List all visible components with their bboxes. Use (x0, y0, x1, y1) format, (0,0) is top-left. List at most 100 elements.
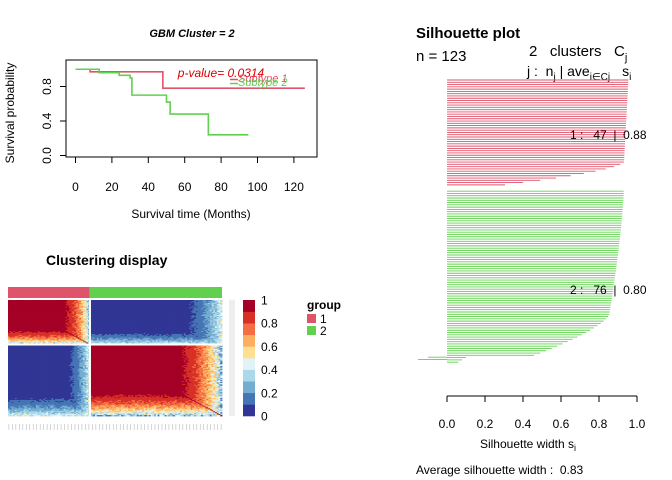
heatmap-cell (107, 304, 110, 307)
heatmap-cell (112, 300, 115, 303)
heatmap-cell (148, 300, 152, 302)
heatmap-cell (42, 300, 45, 303)
heatmap-cell (81, 300, 84, 302)
heatmap-cell (107, 300, 110, 303)
heatmap-cell (51, 303, 54, 306)
heatmap-cell (176, 302, 179, 305)
heatmap-cell (51, 300, 54, 302)
heatmap-cell (176, 301, 179, 304)
heatmap-cell (115, 300, 119, 302)
heatmap-cell (75, 300, 78, 302)
survival-x-tick-label: 100 (247, 180, 267, 194)
heatmap-cell (145, 302, 148, 305)
heatmap-cell (220, 301, 223, 304)
heatmap-cell (49, 300, 52, 302)
heatmap-cell (61, 300, 65, 303)
heatmap-cell (74, 302, 77, 305)
heatmap-cell (58, 301, 61, 304)
heatmap-cell (171, 303, 174, 306)
heatmap-cell (209, 300, 212, 303)
heatmap-cell (143, 302, 146, 305)
heatmap-cell (16, 303, 19, 306)
heatmap-cell (70, 300, 73, 303)
heatmap-cell (110, 304, 113, 307)
heatmap-cell (206, 302, 209, 305)
heatmap-cell (93, 301, 96, 304)
heatmap-cell (37, 300, 40, 302)
heatmap-cell (56, 303, 59, 306)
heatmap-cell (13, 302, 16, 305)
heatmap-cell (63, 300, 66, 302)
heatmap-cell (30, 300, 33, 303)
heatmap-cell (21, 302, 25, 305)
heatmap-cell (110, 303, 113, 306)
heatmap-cell (124, 300, 127, 302)
heatmap-cell (34, 301, 37, 304)
heatmap-cell (121, 301, 124, 304)
heatmap-cell (93, 302, 96, 305)
heatmap-cell (115, 304, 119, 307)
heatmap-cell (103, 300, 106, 303)
heatmap-cell (41, 301, 44, 304)
heatmap-cell (23, 303, 26, 306)
heatmap-cell (44, 303, 47, 306)
heatmap-cell (162, 300, 165, 303)
heatmap-cell (58, 303, 61, 306)
group-bar-2 (89, 287, 222, 298)
heatmap-cell (84, 303, 87, 306)
heatmap-cell (133, 300, 136, 303)
heatmap-cell (211, 300, 214, 303)
heatmap-cell (108, 301, 112, 304)
heatmap-cell (188, 302, 192, 305)
heatmap-cell (208, 300, 211, 302)
heatmap-cell (197, 302, 200, 305)
heatmap-cell (138, 301, 141, 304)
heatmap-cell (126, 302, 129, 305)
heatmap-cell (68, 302, 72, 305)
heatmap-cell (44, 301, 47, 304)
heatmap-cell (110, 302, 113, 305)
heatmap-cell (114, 300, 117, 302)
survival-x-label: Survival time (Months) (131, 207, 250, 221)
heatmap-cell (105, 300, 108, 303)
heatmap-cell (94, 301, 98, 304)
heatmap-cell (49, 302, 52, 305)
heatmap-cell (81, 302, 84, 305)
heatmap-cell (126, 304, 129, 307)
heatmap-cell (199, 300, 202, 303)
heatmap-cell (187, 300, 190, 302)
heatmap-cell (213, 303, 216, 306)
heatmap-cell (183, 300, 186, 303)
heatmap-cell (220, 300, 223, 303)
heatmap-cell (178, 303, 181, 306)
heatmap-cell (157, 300, 160, 302)
heatmap-cell (25, 304, 28, 307)
heatmap-cell (117, 300, 120, 303)
heatmap-cell (152, 300, 155, 302)
heatmap-cell (25, 300, 28, 302)
heatmap-cell (185, 301, 188, 304)
heatmap-cell (192, 301, 195, 304)
heatmap-cell (115, 300, 119, 303)
heatmap-cell (128, 302, 131, 305)
heatmap-cell (23, 300, 26, 303)
heatmap-cell (58, 300, 61, 303)
heatmap-cell (159, 303, 162, 306)
heatmap-cell (94, 303, 98, 306)
heatmap-cell (192, 300, 195, 302)
heatmap-cell (53, 300, 56, 302)
heatmap-cell (204, 302, 207, 305)
heatmap-cell (187, 301, 190, 304)
heatmap-cell (124, 304, 127, 307)
heatmap-cell (124, 303, 127, 306)
survival-y-label: Survival probability (3, 63, 17, 164)
heatmap-cell (145, 301, 148, 304)
heatmap-cell (58, 300, 61, 302)
heatmap-cell (42, 304, 45, 307)
heatmap-cell (86, 301, 89, 304)
heatmap-cell (112, 304, 115, 307)
heatmap-cell (35, 302, 38, 305)
heatmap-cell (49, 303, 52, 306)
heatmap-cell (28, 304, 32, 307)
heatmap-cell (32, 302, 35, 305)
